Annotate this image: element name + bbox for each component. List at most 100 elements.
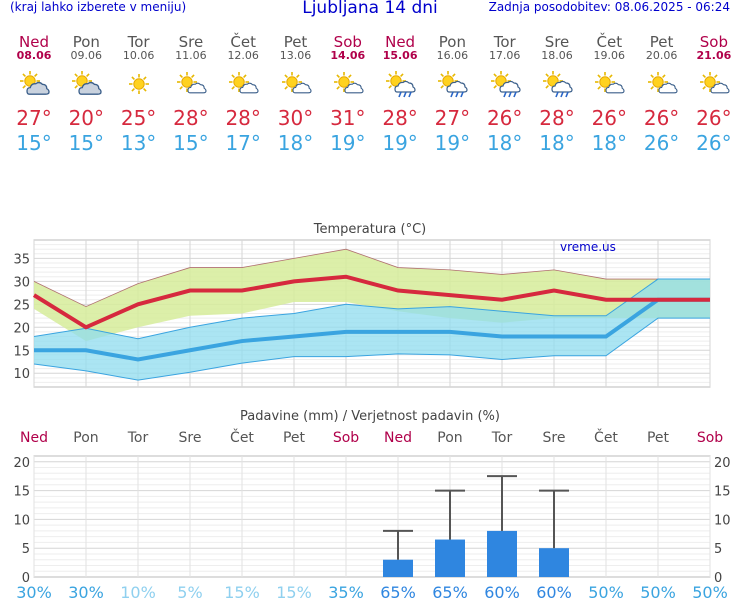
y-tick-label-right: 5 <box>714 542 722 557</box>
min-temperature: 19° <box>434 131 471 155</box>
day-date: 12.06 <box>227 49 259 62</box>
sun-cloud-icon <box>699 72 730 94</box>
partly-cloudy-icon <box>72 71 102 95</box>
precipitation-probability: 65% <box>432 583 468 600</box>
day-column: Čet 12.06 28° 17° <box>217 34 269 156</box>
y-tick-label-right: 0 <box>714 571 722 586</box>
menu-note: (kraj lahko izberete v meniju) <box>10 0 187 14</box>
max-temperature-line <box>32 274 710 330</box>
day-name: Sre <box>178 33 204 51</box>
sun-rain-icon <box>386 71 416 98</box>
y-tick-label: 30 <box>13 275 30 290</box>
sunny-icon <box>128 74 149 94</box>
day-name: Sob <box>699 33 728 51</box>
max-temperature: 27° <box>434 106 471 130</box>
day-column: Pon 09.06 20° 15° <box>60 34 112 156</box>
chart-title: Temperatura (°C) <box>313 222 426 237</box>
precipitation-probability: 30% <box>68 583 104 600</box>
precipitation-probability: 60% <box>484 583 520 600</box>
max-temperature: 28° <box>539 106 575 130</box>
max-temperature: 25° <box>120 106 157 130</box>
sun-cloud-icon <box>229 72 259 94</box>
day-date: 17.06 <box>488 49 521 62</box>
day-column: Sob 14.06 31° 19° <box>322 34 374 156</box>
max-temperature: 26° <box>696 106 732 130</box>
day-name: Tor <box>493 33 516 51</box>
watermark: vreme.us <box>560 240 616 254</box>
day-column: Pet 13.06 30° 18° <box>270 34 322 156</box>
day-date: 14.06 <box>330 49 366 62</box>
y-tick-label-left: 0 <box>22 571 30 586</box>
max-temperature: 28° <box>173 106 209 130</box>
min-temperature: 13° <box>120 131 157 155</box>
day-label: Sre <box>179 430 202 446</box>
day-column: Sob 21.06 26° 26° <box>688 34 740 156</box>
chart-title: Padavine (mm) / Verjetnost padavin (%) <box>240 409 500 424</box>
min-temperature: 18° <box>486 131 523 155</box>
precipitation-probability: 50% <box>588 583 624 600</box>
max-temperature: 28° <box>382 106 418 130</box>
precipitation-probability: 15% <box>224 583 260 600</box>
plot-area <box>33 455 711 578</box>
day-date: 16.06 <box>436 49 469 62</box>
max-temperature: 30° <box>277 106 314 130</box>
day-name: Ned <box>19 33 49 51</box>
day-name: Sre <box>544 33 570 51</box>
day-name: Pon <box>72 33 100 51</box>
day-date: 13.06 <box>279 49 312 62</box>
day-column: Sre 18.06 28° 18° <box>531 34 583 156</box>
precipitation-bar <box>487 530 517 577</box>
min-temperature: 26° <box>643 131 680 155</box>
day-label: Pon <box>437 430 462 446</box>
precipitation-chart: Padavine (mm) / Verjetnost padavin (%) Ne… <box>13 409 731 600</box>
precipitation-probability: 30% <box>16 583 52 600</box>
min-temperature: 19° <box>330 131 366 155</box>
day-label: Pon <box>73 430 98 446</box>
max-temperature: 20° <box>68 106 105 130</box>
min-temperature: 18° <box>539 131 575 155</box>
day-label: Sob <box>697 430 723 446</box>
min-range-lower-edge <box>33 317 710 381</box>
day-name: Čet <box>230 33 256 51</box>
max-temperature: 31° <box>330 106 366 130</box>
day-column: Tor 10.06 25° 13° <box>113 34 165 156</box>
sun-cloud-icon <box>281 72 312 94</box>
y-tick-label: 25 <box>13 298 30 313</box>
day-name: Pon <box>438 33 466 51</box>
max-temperature: 26° <box>591 106 628 130</box>
day-date: 10.06 <box>122 49 155 62</box>
precipitation-bar <box>539 548 569 577</box>
precipitation-probability: 65% <box>380 583 416 600</box>
min-temperature: 17° <box>225 131 261 155</box>
day-column: Čet 19.06 26° 18° <box>583 34 635 156</box>
min-temperature: 18° <box>591 131 628 155</box>
y-tick-label: 20 <box>13 321 30 336</box>
y-tick-label: 15 <box>13 344 30 359</box>
min-range-band <box>34 279 710 381</box>
min-temperature: 15° <box>16 131 52 155</box>
day-date: 18.06 <box>541 49 573 62</box>
day-label: Pet <box>283 430 306 446</box>
day-column: Pon 16.06 27° 19° <box>426 34 478 156</box>
min-range-upper-edge <box>33 278 710 340</box>
day-name: Čet <box>596 33 623 51</box>
temperature-chart: Temperatura (°C) 10 15 20 25 30 35 vreme.us <box>13 222 711 388</box>
day-date: 09.06 <box>70 49 103 62</box>
y-tick-label-right: 20 <box>714 456 731 471</box>
min-temperature: 15° <box>173 131 209 155</box>
y-tick-label-left: 20 <box>13 456 30 471</box>
day-name: Ned <box>385 33 416 51</box>
day-label: Sob <box>333 430 359 446</box>
precipitation-probability: 50% <box>692 583 728 600</box>
day-label: Pet <box>647 430 670 446</box>
day-date: 21.06 <box>696 49 732 62</box>
precipitation-probability: 50% <box>640 583 676 600</box>
y-tick-label-left: 5 <box>22 542 30 557</box>
day-date: 15.06 <box>382 49 418 62</box>
day-date: 20.06 <box>645 49 678 62</box>
day-label: Čet <box>230 428 254 446</box>
day-column: Pet 20.06 26° 26° <box>636 34 688 156</box>
precipitation-bar <box>435 539 465 577</box>
day-column: Ned 08.06 27° 15° <box>8 34 60 156</box>
day-label: Tor <box>491 430 513 446</box>
